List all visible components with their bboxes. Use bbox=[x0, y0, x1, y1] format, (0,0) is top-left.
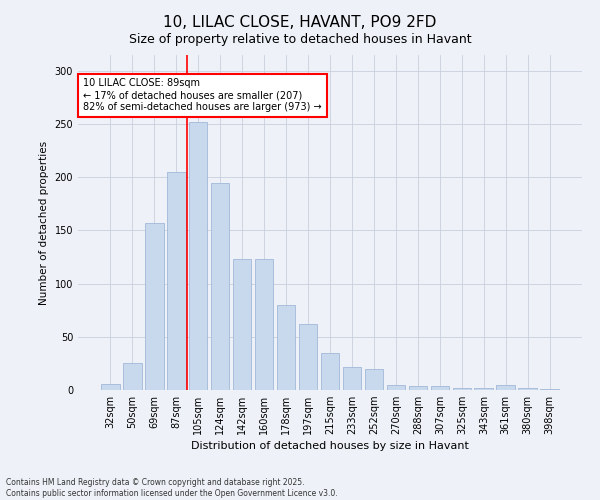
Bar bbox=[277, 305, 295, 390]
Bar bbox=[123, 364, 142, 390]
Bar bbox=[299, 324, 317, 390]
X-axis label: Distribution of detached houses by size in Havant: Distribution of detached houses by size … bbox=[191, 442, 469, 452]
Bar bbox=[475, 388, 493, 390]
Text: 10, LILAC CLOSE, HAVANT, PO9 2FD: 10, LILAC CLOSE, HAVANT, PO9 2FD bbox=[163, 15, 437, 30]
Bar bbox=[343, 366, 361, 390]
Bar bbox=[409, 386, 427, 390]
Bar bbox=[145, 223, 164, 390]
Y-axis label: Number of detached properties: Number of detached properties bbox=[39, 140, 49, 304]
Text: Contains HM Land Registry data © Crown copyright and database right 2025.
Contai: Contains HM Land Registry data © Crown c… bbox=[6, 478, 338, 498]
Bar bbox=[496, 384, 515, 390]
Text: Size of property relative to detached houses in Havant: Size of property relative to detached ho… bbox=[128, 32, 472, 46]
Bar bbox=[541, 389, 559, 390]
Bar bbox=[386, 384, 405, 390]
Bar bbox=[167, 172, 185, 390]
Bar bbox=[233, 259, 251, 390]
Text: 10 LILAC CLOSE: 89sqm
← 17% of detached houses are smaller (207)
82% of semi-det: 10 LILAC CLOSE: 89sqm ← 17% of detached … bbox=[83, 78, 322, 112]
Bar bbox=[189, 122, 208, 390]
Bar bbox=[101, 384, 119, 390]
Bar bbox=[431, 386, 449, 390]
Bar bbox=[452, 388, 471, 390]
Bar bbox=[518, 388, 537, 390]
Bar bbox=[320, 353, 340, 390]
Bar bbox=[365, 368, 383, 390]
Bar bbox=[255, 259, 274, 390]
Bar bbox=[211, 182, 229, 390]
